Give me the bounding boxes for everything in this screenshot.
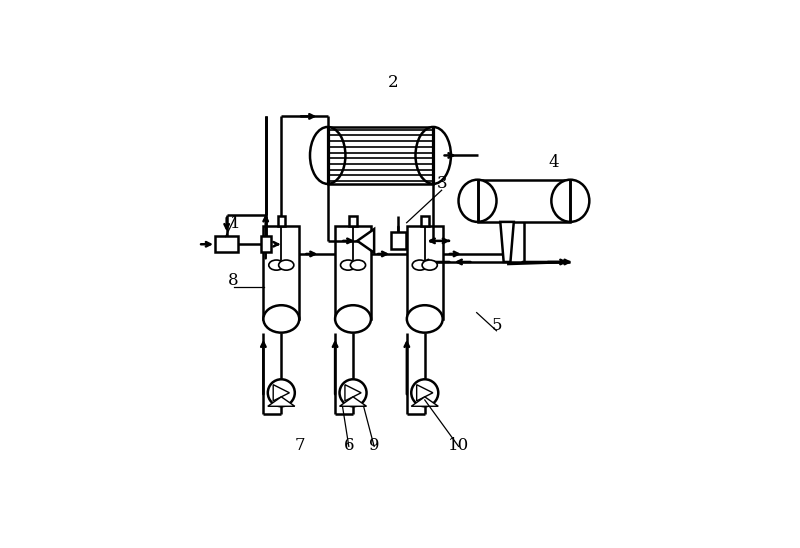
Ellipse shape [412, 260, 427, 270]
Text: 5: 5 [491, 317, 502, 334]
Polygon shape [417, 385, 433, 401]
Bar [391, 232, 406, 249]
Ellipse shape [263, 305, 299, 333]
Polygon shape [500, 222, 514, 262]
Ellipse shape [278, 260, 294, 270]
Ellipse shape [268, 379, 295, 406]
Ellipse shape [310, 127, 346, 184]
Text: 8: 8 [228, 272, 239, 289]
Polygon shape [268, 397, 295, 406]
Bar [421, 215, 429, 226]
Ellipse shape [407, 305, 442, 333]
Text: 6: 6 [343, 437, 354, 454]
Bar [350, 215, 357, 226]
Text: 10: 10 [448, 437, 469, 454]
Polygon shape [411, 397, 438, 406]
Polygon shape [358, 229, 374, 253]
Text: 7: 7 [295, 437, 306, 454]
Text: 1: 1 [230, 215, 240, 232]
Ellipse shape [458, 180, 497, 222]
Ellipse shape [551, 180, 590, 222]
Text: 2: 2 [388, 74, 398, 91]
Bar [278, 215, 285, 226]
Ellipse shape [415, 127, 451, 184]
Bar [478, 180, 570, 222]
Bar [263, 226, 299, 319]
Text: 9: 9 [369, 437, 379, 454]
Ellipse shape [411, 379, 438, 406]
Ellipse shape [350, 260, 366, 270]
Bar [328, 127, 434, 184]
Polygon shape [339, 397, 366, 406]
Text: 3: 3 [436, 175, 447, 192]
Ellipse shape [422, 260, 438, 270]
Polygon shape [345, 385, 361, 401]
Bar [215, 236, 238, 252]
Bar [262, 236, 270, 252]
Ellipse shape [335, 305, 371, 333]
Ellipse shape [339, 379, 366, 406]
Polygon shape [274, 385, 290, 401]
Bar [407, 226, 442, 319]
Text: 4: 4 [548, 155, 558, 172]
Ellipse shape [341, 260, 356, 270]
Ellipse shape [269, 260, 284, 270]
Bar [335, 226, 371, 319]
